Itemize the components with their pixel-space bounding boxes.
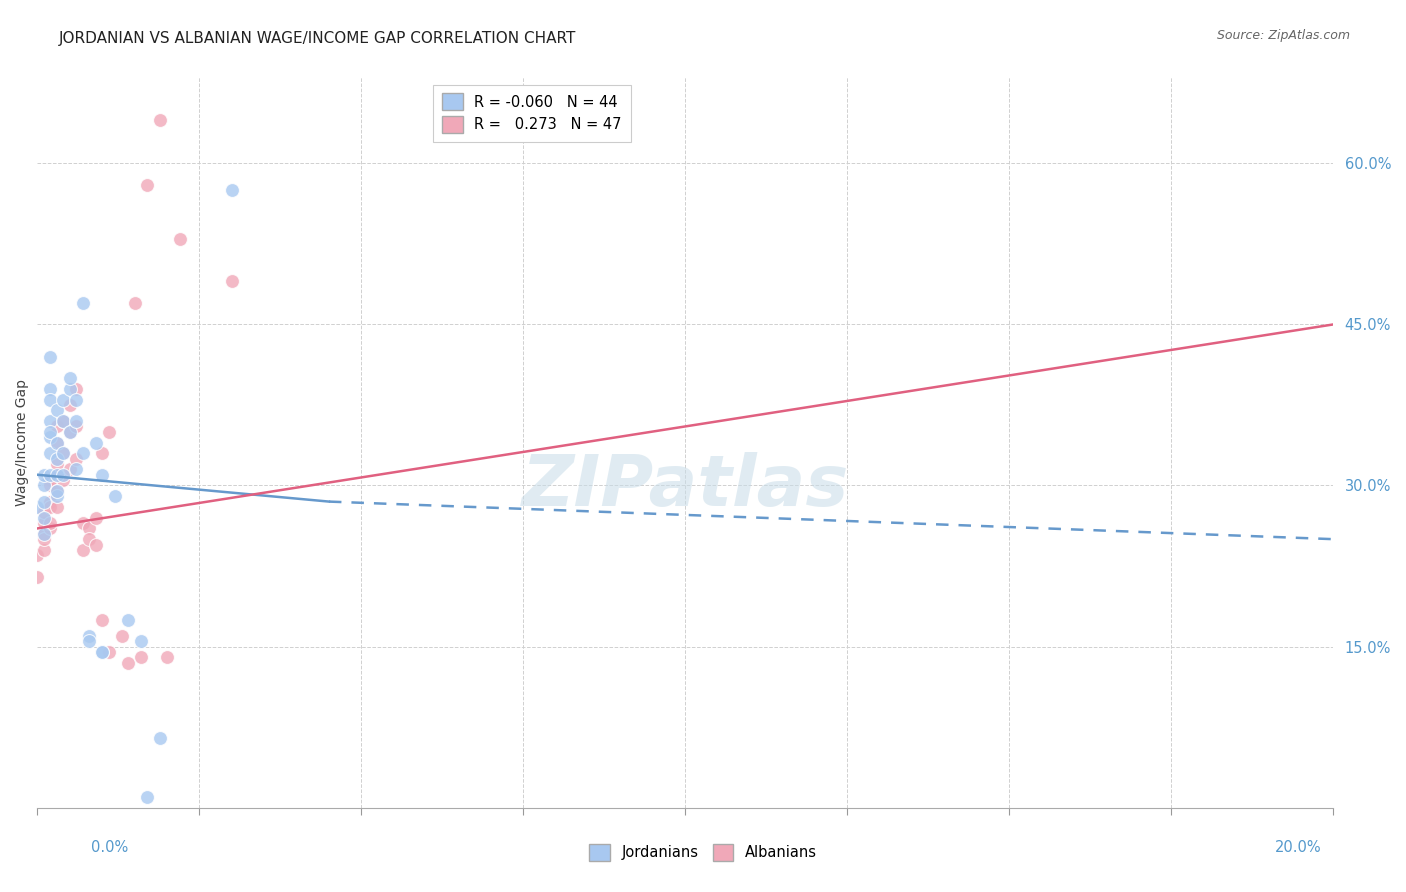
Point [59, 462, 82, 476]
Point [39, 494, 62, 508]
Point [45, 500, 67, 514]
Point [39, 414, 62, 428]
Point [45, 403, 67, 417]
Point [65, 462, 87, 476]
Point [39, 467, 62, 482]
Point [39, 516, 62, 530]
Point [84, 537, 107, 551]
Point [59, 382, 82, 396]
Point [32, 467, 55, 482]
Text: ZIPatlas: ZIPatlas [522, 452, 849, 521]
Point [32, 505, 55, 519]
Point [45, 489, 67, 503]
Point [32, 526, 55, 541]
Point [52, 467, 75, 482]
Point [45, 435, 67, 450]
Point [27, 500, 49, 514]
Point [32, 532, 55, 546]
Point [65, 451, 87, 466]
Point [39, 430, 62, 444]
Point [72, 296, 94, 310]
Point [52, 414, 75, 428]
Point [32, 526, 55, 541]
Point [77, 521, 100, 535]
Point [117, 656, 139, 670]
Point [39, 392, 62, 407]
Point [39, 500, 62, 514]
Point [136, 178, 159, 192]
Point [65, 419, 87, 434]
Point [59, 371, 82, 385]
Point [45, 435, 67, 450]
Point [39, 425, 62, 439]
Point [77, 629, 100, 643]
Point [91, 613, 114, 627]
Text: 20.0%: 20.0% [1275, 840, 1322, 855]
Point [97, 425, 120, 439]
Point [45, 451, 67, 466]
Point [104, 489, 127, 503]
Point [45, 467, 67, 482]
Legend: R = -0.060   N = 44, R =   0.273   N = 47: R = -0.060 N = 44, R = 0.273 N = 47 [433, 85, 630, 142]
Y-axis label: Wage/Income Gap: Wage/Income Gap [15, 379, 30, 506]
Point [129, 634, 152, 648]
Point [65, 414, 87, 428]
Point [39, 473, 62, 487]
Point [77, 634, 100, 648]
Point [27, 570, 49, 584]
Text: 0.0%: 0.0% [91, 840, 128, 855]
Point [124, 296, 146, 310]
Point [59, 425, 82, 439]
Point [84, 510, 107, 524]
Point [221, 275, 243, 289]
Point [32, 516, 55, 530]
Point [59, 425, 82, 439]
Point [110, 629, 132, 643]
Point [32, 542, 55, 557]
Point [136, 789, 159, 804]
Point [156, 650, 179, 665]
Point [52, 446, 75, 460]
Point [91, 645, 114, 659]
Point [129, 650, 152, 665]
Point [52, 414, 75, 428]
Point [97, 645, 120, 659]
Point [45, 419, 67, 434]
Point [32, 494, 55, 508]
Point [45, 483, 67, 498]
Point [39, 478, 62, 492]
Point [221, 183, 243, 197]
Point [32, 510, 55, 524]
Point [45, 483, 67, 498]
Point [169, 231, 191, 245]
Point [117, 613, 139, 627]
Point [39, 382, 62, 396]
Legend: Jordanians, Albanians: Jordanians, Albanians [583, 838, 823, 867]
Point [52, 392, 75, 407]
Point [72, 542, 94, 557]
Point [65, 392, 87, 407]
Point [84, 435, 107, 450]
Point [39, 521, 62, 535]
Point [72, 516, 94, 530]
Point [91, 446, 114, 460]
Point [52, 446, 75, 460]
Point [59, 398, 82, 412]
Point [39, 446, 62, 460]
Point [27, 549, 49, 563]
Point [32, 478, 55, 492]
Point [52, 473, 75, 487]
Point [39, 350, 62, 364]
Point [91, 645, 114, 659]
Point [149, 731, 172, 745]
Point [45, 457, 67, 471]
Point [65, 382, 87, 396]
Text: Source: ZipAtlas.com: Source: ZipAtlas.com [1216, 29, 1350, 42]
Point [149, 113, 172, 128]
Point [45, 467, 67, 482]
Text: JORDANIAN VS ALBANIAN WAGE/INCOME GAP CORRELATION CHART: JORDANIAN VS ALBANIAN WAGE/INCOME GAP CO… [59, 31, 576, 46]
Point [72, 446, 94, 460]
Point [77, 532, 100, 546]
Point [91, 467, 114, 482]
